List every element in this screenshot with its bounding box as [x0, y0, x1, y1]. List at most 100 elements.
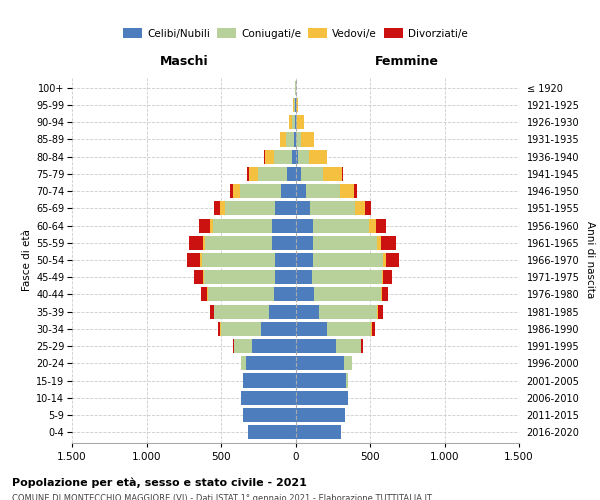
- Bar: [286, 132, 294, 146]
- Bar: [269, 304, 296, 318]
- Bar: [248, 425, 296, 439]
- Bar: [194, 270, 203, 284]
- Bar: [296, 253, 313, 267]
- Bar: [296, 150, 298, 164]
- Bar: [383, 270, 392, 284]
- Bar: [214, 202, 220, 215]
- Bar: [281, 184, 296, 198]
- Bar: [233, 339, 234, 353]
- Bar: [379, 304, 383, 318]
- Bar: [210, 218, 213, 232]
- Bar: [248, 167, 257, 181]
- Bar: [213, 218, 272, 232]
- Bar: [296, 374, 346, 388]
- Bar: [244, 374, 296, 388]
- Bar: [225, 202, 275, 215]
- Bar: [296, 322, 327, 336]
- Bar: [296, 356, 344, 370]
- Bar: [202, 288, 208, 302]
- Bar: [261, 322, 296, 336]
- Text: Maschi: Maschi: [160, 55, 208, 68]
- Bar: [233, 184, 239, 198]
- Bar: [274, 288, 296, 302]
- Bar: [296, 390, 347, 405]
- Bar: [275, 270, 296, 284]
- Bar: [199, 218, 210, 232]
- Bar: [327, 322, 371, 336]
- Bar: [294, 132, 296, 146]
- Bar: [292, 150, 296, 164]
- Bar: [377, 236, 381, 250]
- Text: Femmine: Femmine: [375, 55, 439, 68]
- Bar: [296, 288, 314, 302]
- Bar: [239, 184, 281, 198]
- Bar: [355, 184, 357, 198]
- Bar: [382, 270, 383, 284]
- Bar: [313, 218, 369, 232]
- Bar: [221, 322, 261, 336]
- Bar: [365, 202, 371, 215]
- Bar: [306, 184, 340, 198]
- Bar: [210, 304, 214, 318]
- Bar: [296, 270, 312, 284]
- Bar: [382, 288, 388, 302]
- Bar: [200, 253, 202, 267]
- Bar: [202, 253, 275, 267]
- Bar: [187, 253, 200, 267]
- Y-axis label: Anni di nascita: Anni di nascita: [585, 222, 595, 298]
- Bar: [275, 202, 296, 215]
- Bar: [247, 167, 248, 181]
- Bar: [340, 184, 355, 198]
- Bar: [241, 356, 245, 370]
- Bar: [296, 236, 313, 250]
- Bar: [189, 236, 203, 250]
- Bar: [296, 218, 313, 232]
- Text: Popolazione per età, sesso e stato civile - 2021: Popolazione per età, sesso e stato civil…: [12, 478, 307, 488]
- Bar: [257, 167, 287, 181]
- Bar: [296, 408, 346, 422]
- Bar: [297, 115, 304, 130]
- Bar: [214, 304, 269, 318]
- Bar: [298, 150, 309, 164]
- Bar: [361, 339, 363, 353]
- Text: COMUNE DI MONTECCHIO MAGGIORE (VI) - Dati ISTAT 1° gennaio 2021 - Elaborazione T: COMUNE DI MONTECCHIO MAGGIORE (VI) - Dat…: [12, 494, 432, 500]
- Bar: [296, 132, 301, 146]
- Bar: [242, 374, 244, 388]
- Bar: [274, 150, 292, 164]
- Bar: [301, 167, 323, 181]
- Bar: [296, 202, 310, 215]
- Bar: [296, 425, 341, 439]
- Bar: [296, 184, 306, 198]
- Bar: [272, 218, 296, 232]
- Bar: [272, 236, 296, 250]
- Bar: [287, 167, 296, 181]
- Bar: [383, 253, 386, 267]
- Bar: [344, 356, 352, 370]
- Bar: [341, 167, 343, 181]
- Bar: [312, 270, 382, 284]
- Bar: [386, 253, 399, 267]
- Bar: [292, 115, 295, 130]
- Bar: [309, 150, 327, 164]
- Bar: [314, 288, 381, 302]
- Legend: Celibi/Nubili, Coniugati/e, Vedovi/e, Divorziati/e: Celibi/Nubili, Coniugati/e, Vedovi/e, Di…: [121, 26, 470, 41]
- Bar: [235, 339, 252, 353]
- Bar: [203, 236, 205, 250]
- Bar: [275, 253, 296, 267]
- Bar: [203, 270, 204, 284]
- Bar: [241, 390, 296, 405]
- Bar: [220, 202, 225, 215]
- Bar: [293, 98, 295, 112]
- Bar: [346, 374, 347, 388]
- Bar: [252, 339, 296, 353]
- Bar: [355, 202, 365, 215]
- Bar: [205, 236, 272, 250]
- Bar: [372, 322, 375, 336]
- Bar: [381, 236, 396, 250]
- Bar: [230, 184, 233, 198]
- Bar: [296, 115, 297, 130]
- Bar: [337, 339, 361, 353]
- Bar: [381, 288, 382, 302]
- Bar: [369, 218, 376, 232]
- Y-axis label: Fasce di età: Fasce di età: [22, 229, 32, 291]
